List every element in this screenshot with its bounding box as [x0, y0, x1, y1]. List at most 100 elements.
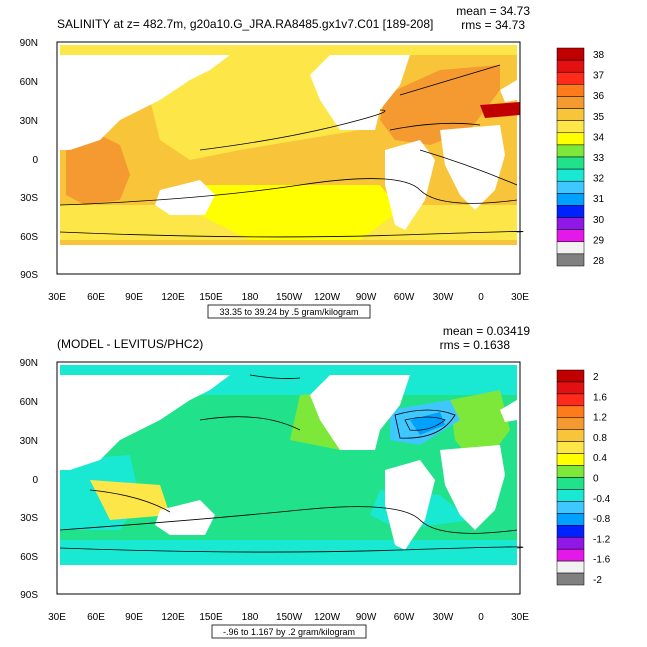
colorbar-label: 36: [593, 91, 605, 102]
bottom-lat-label: 90N: [20, 358, 38, 369]
colorbar-swatch: [556, 501, 585, 514]
colorbar-swatch: [556, 168, 585, 182]
colorbar-swatch: [556, 96, 585, 109]
bottom-europe: [500, 400, 517, 422]
bottom-colorbar: 2 1.6 1.2 0.8 0.4 0 -0.4 -0.8 -1.2 -1.6 -2: [556, 369, 611, 586]
bottom-subtitle-box: -.96 to 1.167 by .2 gram/kilogram: [211, 624, 367, 639]
colorbar-label: 30: [593, 215, 605, 226]
top-lon-axis: 30E 60E 90E 120E 150E 180 150W 120W 90W …: [48, 292, 529, 303]
colorbar-swatch: [556, 217, 585, 230]
top-arctic: [60, 45, 517, 55]
bottom-contour-3: [199, 416, 301, 431]
bottom-lon-label: 30E: [48, 612, 66, 623]
top-lat-label: 0: [32, 155, 38, 166]
colorbar-swatch: [556, 405, 585, 419]
top-title: SALINITY at z= 482.7m, g20a10.G_JRA.RA84…: [57, 17, 433, 31]
top-lat-label: 60S: [20, 232, 38, 243]
bottom-south-indian-yellow: [90, 480, 170, 520]
bottom-contour-6: [249, 374, 301, 379]
top-lon-label: 30W: [433, 292, 454, 303]
colorbar-label: -2: [593, 575, 602, 586]
top-lat-axis: 90N 60N 30N 0 30S 60S 90S: [20, 38, 39, 281]
top-contour-3: [199, 109, 386, 151]
colorbar-label: 0.8: [593, 433, 607, 444]
top-panel: SALINITY at z= 482.7m, g20a10.G_JRA.RA84…: [20, 4, 605, 319]
top-antarctica: [57, 245, 520, 274]
colorbar-swatch: [556, 241, 585, 255]
bottom-lon-label: 150E: [199, 612, 223, 623]
top-lon-label: 0: [478, 292, 484, 303]
bottom-lat-label: 30N: [20, 436, 38, 447]
bottom-lon-label: 30E: [511, 612, 529, 623]
bottom-lon-label: 120W: [314, 612, 341, 623]
bottom-southern: [60, 540, 517, 565]
bottom-lon-label: 120E: [161, 612, 185, 623]
top-subtitle-box: 33.35 to 39.24 by .5 gram/kilogram: [207, 304, 371, 319]
bottom-map: [56, 361, 524, 595]
colorbar-label: -0.8: [593, 514, 611, 525]
bottom-panel: (MODEL - LEVITUS/PHC2) mean = 0.03419 rm…: [20, 324, 611, 639]
top-contour-1: [59, 178, 518, 206]
top-continents: [57, 55, 520, 274]
colorbar-label: 38: [593, 50, 605, 61]
colorbar-swatch: [556, 369, 585, 383]
colorbar-swatch: [556, 489, 585, 502]
bottom-continents: [57, 375, 520, 594]
colorbar-label: 2: [593, 372, 599, 383]
bottom-eurasia: [60, 375, 230, 470]
colorbar-swatch: [556, 120, 585, 134]
bottom-title: (MODEL - LEVITUS/PHC2): [57, 337, 203, 351]
bottom-lon-label: 60E: [87, 612, 105, 623]
top-eurasia: [60, 55, 230, 150]
top-lon-label: 120W: [314, 292, 341, 303]
colorbar-swatch: [556, 132, 585, 146]
bottom-lon-label: 150W: [276, 612, 303, 623]
colorbar-label: -1.2: [593, 534, 611, 545]
bottom-lat-label: 60S: [20, 552, 38, 563]
top-map: [56, 41, 524, 275]
colorbar-label: 34: [593, 132, 605, 143]
colorbar-swatch: [556, 84, 585, 97]
top-lon-label: 90E: [125, 292, 143, 303]
colorbar-swatch: [556, 59, 585, 73]
bottom-contour-2: [59, 546, 524, 553]
colorbar-label: 35: [593, 112, 605, 123]
colorbar-label: -0.4: [593, 494, 611, 505]
top-contour-4: [399, 64, 501, 96]
top-lat-label: 60N: [20, 77, 38, 88]
colorbar-swatch: [556, 180, 585, 194]
colorbar-swatch: [556, 193, 585, 206]
top-contour-2: [59, 231, 524, 238]
colorbar-swatch: [556, 525, 585, 538]
top-europe: [500, 80, 517, 102]
colorbar-label: 32: [593, 174, 605, 185]
top-south-pacific-yellow: [200, 185, 400, 240]
colorbar-swatch: [556, 536, 585, 550]
top-contour-5: [389, 122, 481, 131]
top-lon-label: 60W: [394, 292, 415, 303]
colorbar-swatch: [556, 477, 585, 490]
bottom-subtitle: -.96 to 1.167 by .2 gram/kilogram: [223, 627, 355, 637]
bottom-south-america: [385, 460, 435, 550]
colorbar-label: 33: [593, 153, 605, 164]
colorbar-swatch: [556, 560, 585, 574]
top-mean: mean = 34.73: [456, 4, 530, 18]
top-lon-label: 30E: [511, 292, 529, 303]
bottom-rms: rms = 0.1638: [440, 338, 511, 352]
top-lon-label: 120E: [161, 292, 185, 303]
bottom-mean: mean = 0.03419: [443, 324, 530, 338]
colorbar-swatch: [556, 513, 585, 526]
top-lat-label: 90S: [20, 270, 38, 281]
bottom-lat-axis: 90N 60N 30N 0 30S 60S 90S: [20, 358, 39, 601]
top-lat-label: 90N: [20, 38, 38, 49]
bottom-contour-1: [59, 506, 518, 534]
top-subtitle: 33.35 to 39.24 by .5 gram/kilogram: [219, 307, 358, 317]
bottom-map-frame: [56, 361, 521, 595]
top-map-frame: [56, 41, 521, 275]
bottom-antarctica: [57, 565, 520, 594]
colorbar-label: 28: [593, 256, 605, 267]
top-contour-6: [419, 149, 518, 186]
colorbar-swatch: [556, 229, 585, 243]
colorbar-label: 1.6: [593, 392, 607, 403]
